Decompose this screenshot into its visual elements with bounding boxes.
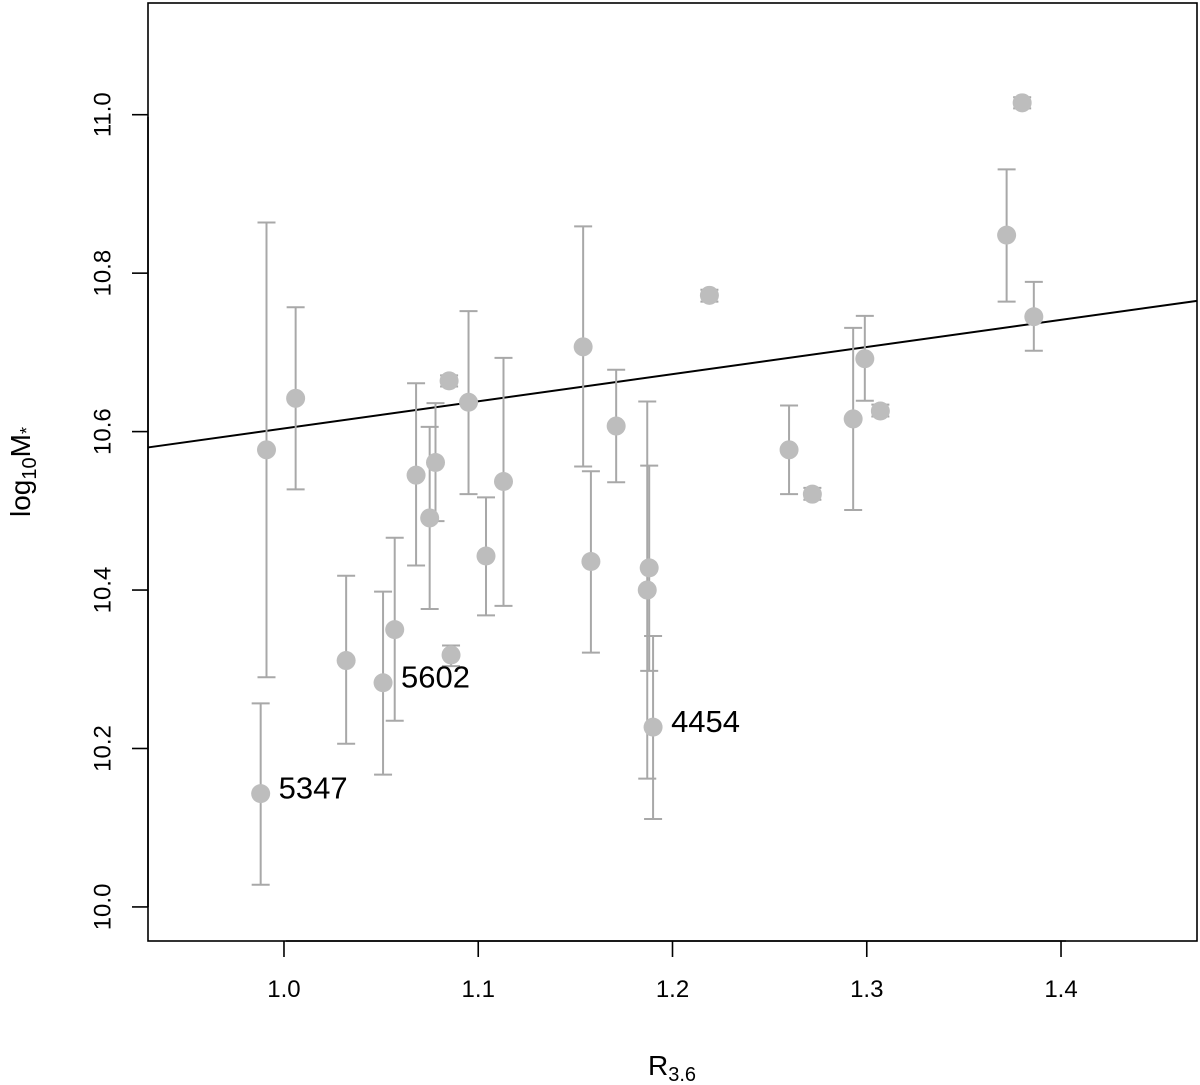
point-group [251,93,1044,804]
data-point [406,465,426,485]
data-point [441,645,461,665]
data-point [256,440,276,460]
point-annotation: 5602 [401,660,470,695]
data-point [637,580,657,600]
x-tick-label: 1.2 [656,976,689,1003]
data-point [420,508,440,528]
y-tick-label: 10.2 [89,725,116,772]
y-tick-label: 10.8 [89,250,116,297]
data-point [459,392,479,412]
data-point [1012,93,1032,113]
errorbar-group [251,96,1043,886]
x-tick-label: 1.0 [267,976,300,1003]
point-annotation: 4454 [671,704,740,739]
data-point [373,673,393,693]
y-tick-label: 10.4 [89,567,116,614]
annotation-group: 5347 5602 4454 [279,660,740,806]
data-point [843,409,863,429]
data-point [385,620,405,640]
x-tick-label: 1.4 [1044,976,1077,1003]
data-point [426,452,446,472]
x-tick-label: 1.3 [850,976,883,1003]
data-point [606,416,626,436]
data-point [997,225,1017,245]
x-axis: 1.0 1.1 1.2 1.3 1.4 [267,940,1078,1003]
data-point [802,484,822,504]
data-point [870,401,890,421]
data-point [581,552,601,572]
data-point [699,285,719,305]
x-axis-title: R3.6 [648,1050,696,1085]
y-axis-title: log10M* [5,427,41,517]
data-point [779,440,799,460]
x-tick-label: 1.1 [462,976,495,1003]
data-point [855,349,875,369]
data-point [286,388,306,408]
y-axis-title-superscript: * [17,427,37,434]
y-tick-label: 11.0 [89,92,116,137]
y-axis-title-subscript: 10 [19,457,41,479]
point-annotation: 5347 [279,771,348,806]
data-point [1024,307,1044,327]
y-tick-label: 10.6 [89,408,116,455]
fit-line [147,299,1198,449]
x-axis-title-subscript: 3.6 [668,1064,696,1085]
y-axis: 10.0 10.2 10.4 10.6 10.8 11.0 [89,92,149,931]
data-point [573,337,593,357]
data-point [439,371,459,391]
fit-line-group [147,299,1198,449]
data-point [336,651,356,671]
data-point [251,784,271,804]
y-tick-label: 10.0 [89,884,116,931]
data-point [476,546,496,566]
data-point [643,717,663,737]
data-point [493,472,513,492]
data-point [639,558,659,578]
